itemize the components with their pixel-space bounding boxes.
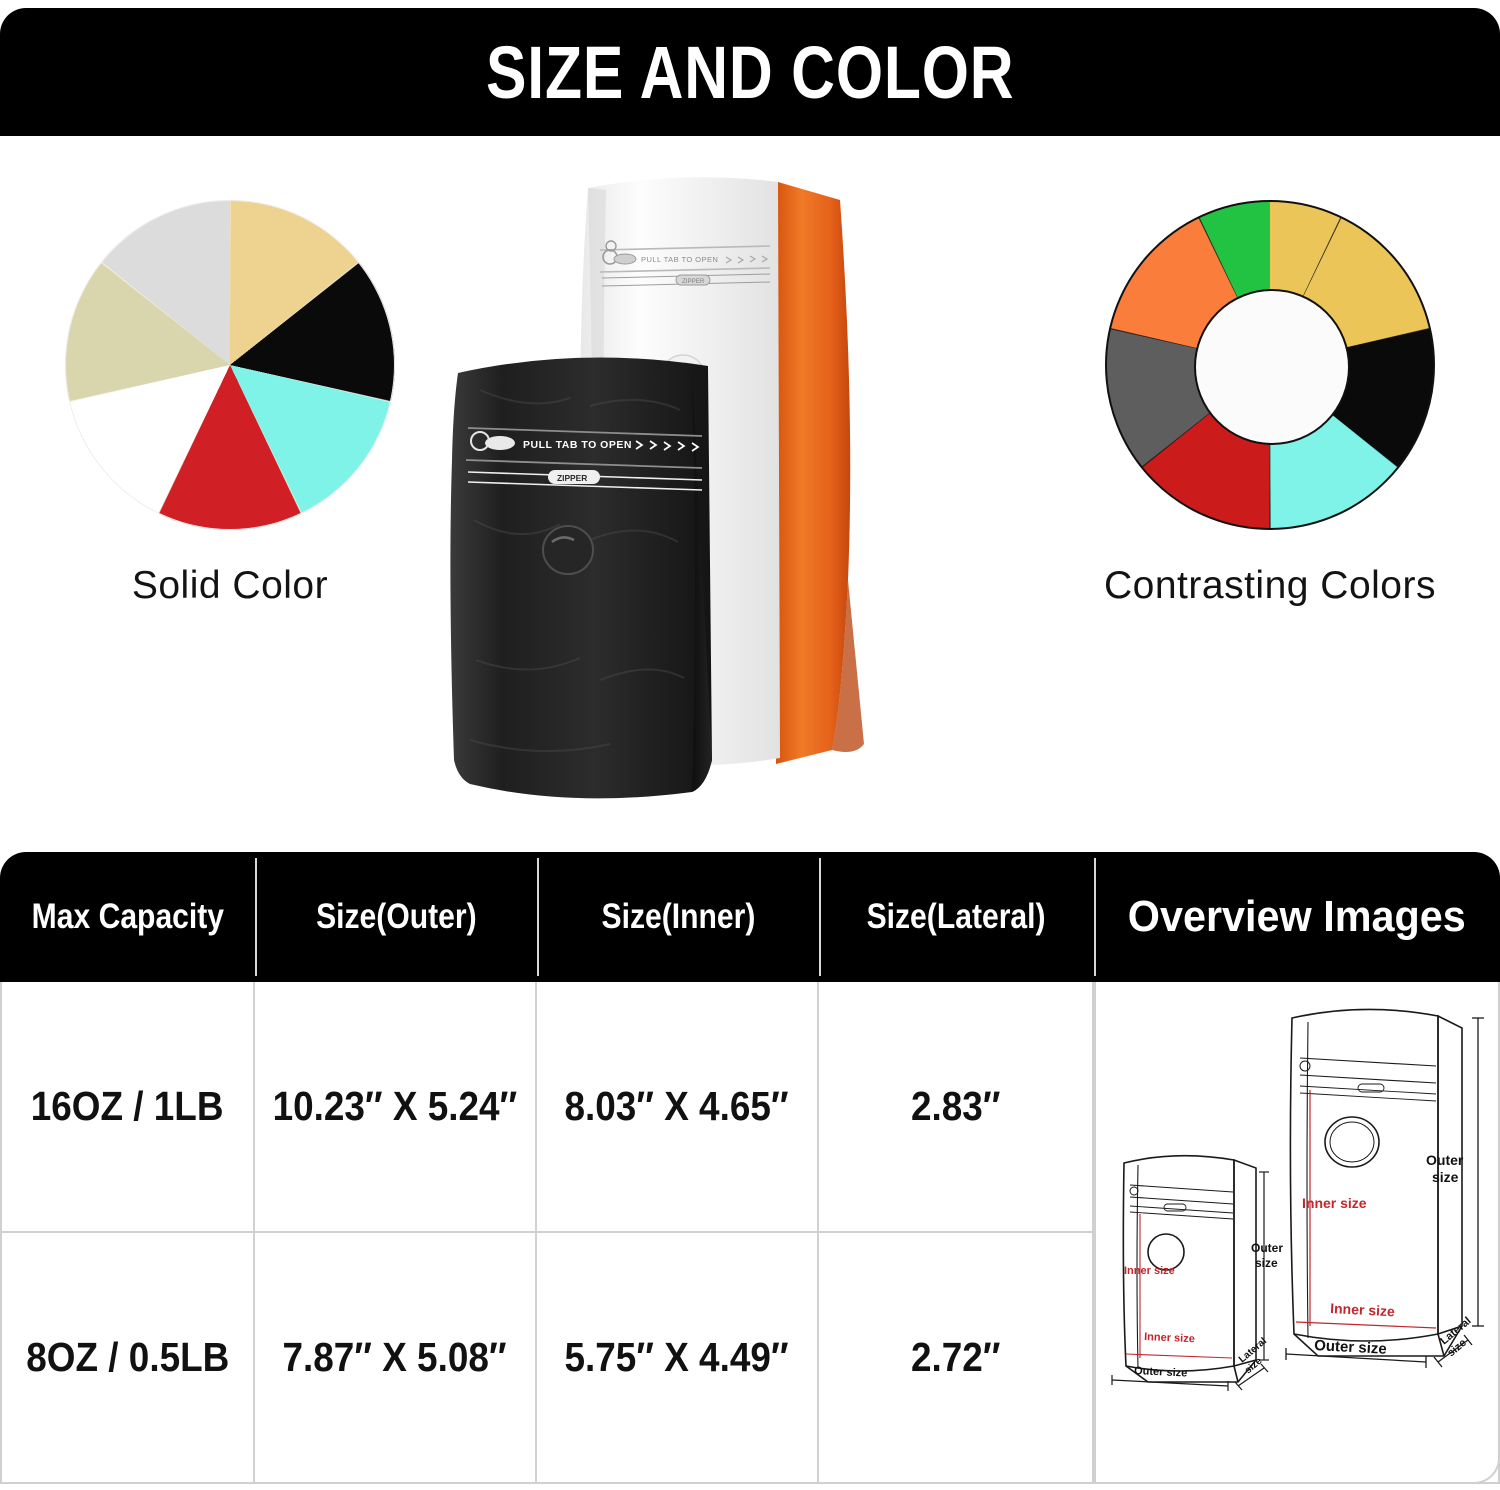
small-bag-outer-label: Outer size [1134, 1365, 1188, 1380]
cell-size-outer: 7.87″ X 5.08″ [255, 1233, 537, 1484]
large-bag-inner-width-label: Inner size [1330, 1300, 1396, 1319]
solid-color-block: Solid Color [20, 200, 440, 608]
svg-text:PULL TAB TO OPEN: PULL TAB TO OPEN [641, 255, 718, 264]
front-bag: PULL TAB TO OPEN ZIPPER [450, 357, 712, 799]
cell-capacity: 8OZ / 0.5LB [0, 1233, 255, 1484]
header-size-lateral: Size(Lateral) [819, 852, 1094, 982]
large-bag-outer-height-label2: size [1432, 1169, 1459, 1185]
large-bag-inner-label: Inner size [1302, 1195, 1367, 1211]
large-bag-outer-label: Outer size [1314, 1337, 1387, 1358]
solid-color-pie-chart [65, 200, 395, 530]
large-bag-outline [1289, 1008, 1463, 1357]
small-bag-inner-label: Inner size [1124, 1265, 1175, 1277]
cell-size-outer: 10.23″ X 5.24″ [255, 982, 537, 1233]
contrasting-colors-donut-chart [1105, 200, 1435, 530]
showcase-section: Solid Color Contrasting Colors [0, 140, 1500, 840]
header-size-outer: Size(Outer) [255, 852, 537, 982]
cell-size-inner: 8.03″ X 4.65″ [537, 982, 819, 1233]
small-bag-outline [1122, 1154, 1257, 1383]
cell-size-lateral: 2.83″ [819, 982, 1094, 1233]
small-bag-outer-height-label2: size [1255, 1256, 1278, 1270]
header-max-capacity: Max Capacity [31, 897, 224, 936]
small-bag-inner-width-label: Inner size [1144, 1331, 1195, 1345]
svg-text:ZIPPER: ZIPPER [682, 278, 705, 285]
table-header-row: Max Capacity Size(Outer) Size(Inner) Siz… [0, 852, 1500, 982]
front-bag-zipper: PULL TAB TO OPEN ZIPPER [465, 427, 703, 491]
back-bag-zipper: PULL TAB TO OPEN ZIPPER [599, 240, 771, 287]
contrasting-colors-block: Contrasting Colors [1060, 200, 1480, 608]
overview-images-cell: Inner size Inner size Outer size Lateral… [1094, 982, 1500, 1484]
product-photo: PULL TAB TO OPEN ZIPPER [440, 160, 980, 820]
solid-color-label: Solid Color [131, 564, 329, 607]
header-overview-images: Overview Images [1094, 852, 1500, 982]
header-bar: SIZE AND COLOR [0, 8, 1500, 136]
front-bag-valve [542, 525, 594, 575]
coffee-bags-illustration: PULL TAB TO OPEN ZIPPER [450, 177, 864, 799]
large-bag-outer-height-label: Outer [1426, 1152, 1464, 1168]
specs-table: Max Capacity Size(Outer) Size(Inner) Siz… [0, 852, 1500, 1484]
size-diagram: Inner size Inner size Outer size Lateral… [1111, 1008, 1484, 1391]
contrasting-colors-label: Contrasting Colors [1104, 564, 1436, 607]
page-title: SIZE AND COLOR [485, 30, 1015, 114]
svg-text:PULL TAB TO OPEN: PULL TAB TO OPEN [523, 439, 632, 451]
cell-capacity: 16OZ / 1LB [0, 982, 255, 1233]
small-bag-outer-height-label: Outer [1251, 1241, 1283, 1255]
header-size-inner: Size(Inner) [537, 852, 819, 982]
cell-size-lateral: 2.72″ [819, 1233, 1094, 1484]
cell-size-inner: 5.75″ X 4.49″ [537, 1233, 819, 1484]
svg-text:ZIPPER: ZIPPER [557, 473, 587, 483]
